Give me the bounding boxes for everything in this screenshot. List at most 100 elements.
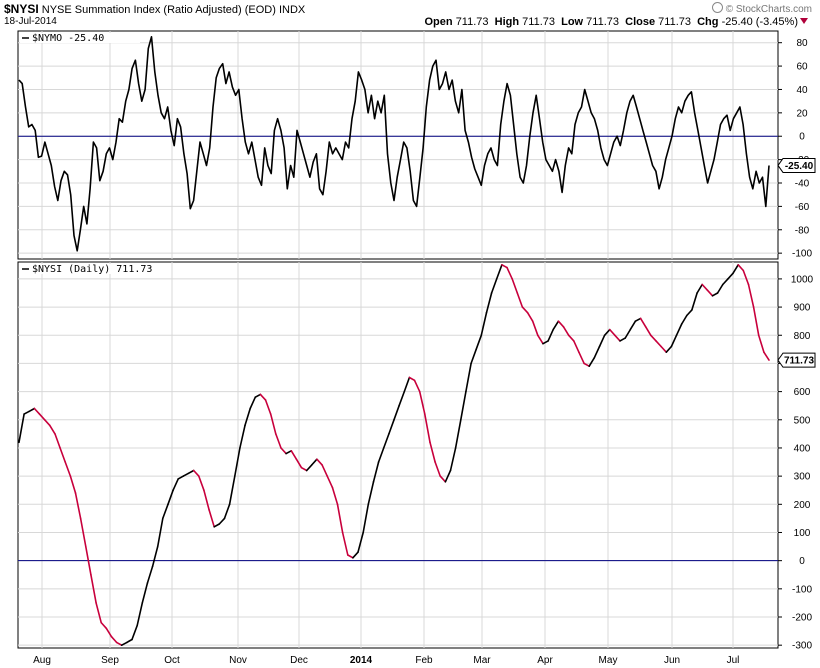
series-segment bbox=[727, 272, 734, 280]
last-value-label: 711.73 bbox=[784, 356, 814, 367]
series-segment bbox=[285, 449, 293, 455]
series-segment bbox=[162, 503, 169, 520]
series-segment bbox=[644, 325, 652, 337]
series-segment bbox=[280, 447, 287, 455]
series-segment bbox=[90, 573, 97, 604]
series-segment bbox=[706, 289, 714, 297]
series-segment bbox=[28, 407, 36, 413]
series-segment bbox=[290, 449, 298, 461]
series-segment bbox=[151, 545, 159, 568]
series-segment bbox=[382, 433, 390, 449]
series-segment bbox=[341, 531, 349, 556]
series-segment bbox=[531, 320, 539, 337]
series-segment bbox=[614, 334, 621, 342]
open-label: Open bbox=[424, 16, 453, 28]
series-segment bbox=[691, 292, 698, 311]
series-segment bbox=[649, 334, 657, 342]
series-segment bbox=[85, 545, 92, 576]
low-value: 711.73 bbox=[586, 16, 619, 28]
last-value-label: -25.40 bbox=[785, 161, 814, 172]
chg-value: -25.40 (-3.45%) bbox=[721, 16, 798, 28]
series-segment bbox=[254, 393, 262, 399]
series-segment bbox=[552, 320, 560, 331]
y-tick-label: 600 bbox=[794, 387, 811, 398]
y-tick-label: 900 bbox=[794, 303, 811, 314]
series-segment bbox=[33, 407, 41, 415]
series-segment bbox=[100, 621, 108, 630]
series-segment bbox=[501, 263, 508, 269]
series-segment bbox=[300, 466, 308, 472]
series-segment bbox=[454, 418, 462, 449]
y-tick-label: -40 bbox=[795, 179, 810, 190]
series-segment bbox=[69, 475, 77, 494]
series-segment bbox=[362, 503, 370, 534]
y-tick-label: 1000 bbox=[791, 274, 814, 285]
series-segment bbox=[665, 345, 673, 354]
series-segment bbox=[249, 396, 257, 410]
series-segment bbox=[572, 340, 580, 354]
series-segment bbox=[465, 362, 472, 393]
x-tick-label: Aug bbox=[33, 655, 51, 666]
close-value: 711.73 bbox=[658, 16, 691, 28]
series-segment bbox=[388, 418, 395, 435]
series-segment bbox=[434, 461, 442, 477]
series-segment bbox=[536, 334, 544, 345]
y-tick-label: -300 bbox=[792, 641, 812, 652]
series-segment bbox=[182, 472, 190, 477]
series-segment bbox=[310, 458, 318, 466]
series-segment bbox=[120, 641, 128, 647]
series-segment bbox=[295, 458, 303, 469]
series-line bbox=[18, 36, 770, 252]
series-segment bbox=[234, 447, 241, 477]
y-tick-label: 0 bbox=[799, 132, 805, 143]
panel-label-bg bbox=[20, 33, 140, 43]
series-segment bbox=[475, 334, 483, 351]
series-segment bbox=[331, 486, 339, 506]
y-tick-label: 300 bbox=[794, 472, 811, 483]
series-segment bbox=[449, 447, 457, 472]
series-segment bbox=[269, 413, 277, 435]
series-segment bbox=[737, 263, 745, 272]
series-segment bbox=[259, 393, 267, 401]
series-segment bbox=[439, 475, 447, 483]
series-segment bbox=[244, 407, 251, 427]
series-segment bbox=[316, 458, 323, 466]
x-tick-label: Sep bbox=[101, 655, 119, 666]
x-tick-label: May bbox=[599, 655, 618, 666]
series-segment bbox=[716, 283, 724, 294]
series-segment bbox=[367, 480, 375, 506]
open-value: 711.73 bbox=[455, 16, 489, 28]
y-tick-label: 40 bbox=[796, 85, 808, 96]
series-segment bbox=[274, 433, 282, 449]
series-segment bbox=[110, 635, 118, 644]
series-segment bbox=[43, 418, 51, 427]
series-segment bbox=[321, 464, 329, 477]
series-segment bbox=[23, 410, 31, 415]
series-segment bbox=[444, 469, 452, 483]
series-segment bbox=[603, 328, 611, 337]
y-tick-label: -60 bbox=[795, 202, 810, 213]
series-segment bbox=[578, 351, 585, 365]
chg-label: Chg bbox=[697, 16, 719, 28]
series-segment bbox=[213, 523, 221, 528]
series-segment bbox=[146, 565, 154, 585]
series-segment bbox=[711, 292, 719, 297]
watermark: © StockCharts.com bbox=[711, 2, 812, 15]
series-segment bbox=[593, 345, 601, 359]
x-tick-label: Nov bbox=[229, 655, 247, 666]
series-segment bbox=[629, 320, 637, 331]
y-tick-label: 800 bbox=[794, 331, 811, 342]
series-segment bbox=[239, 424, 246, 449]
series-segment bbox=[203, 489, 210, 511]
high-value: 711.73 bbox=[522, 16, 555, 28]
chart-header: $NYSI NYSE Summation Index (Ratio Adjust… bbox=[4, 2, 305, 16]
series-segment bbox=[228, 475, 236, 506]
series-segment bbox=[608, 328, 616, 337]
series-segment bbox=[18, 413, 25, 444]
series-segment bbox=[516, 292, 524, 308]
low-label: Low bbox=[561, 16, 584, 28]
series-segment bbox=[79, 517, 87, 548]
y-tick-label: -80 bbox=[795, 225, 810, 236]
series-segment bbox=[567, 334, 575, 342]
